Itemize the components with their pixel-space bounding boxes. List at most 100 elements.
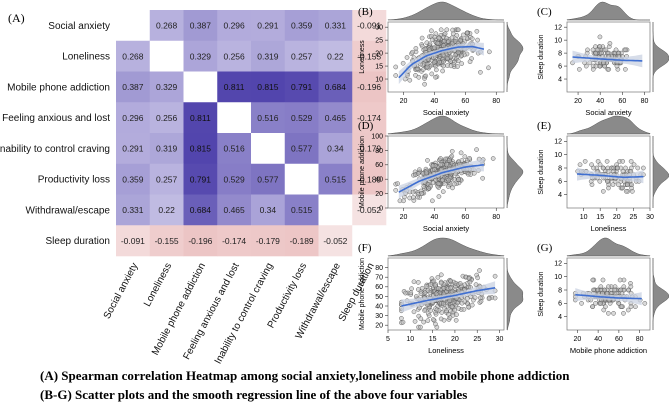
data-point bbox=[642, 301, 648, 306]
heatmap-value-label: 0.529 bbox=[291, 113, 313, 123]
data-point bbox=[629, 182, 634, 187]
heatmap-cell bbox=[149, 163, 184, 195]
x-tick-label: 20 bbox=[400, 98, 408, 105]
heatmap-value-label: 0.516 bbox=[257, 113, 279, 123]
heatmap-cell bbox=[352, 133, 387, 165]
data-point bbox=[433, 67, 439, 73]
heatmap-cell bbox=[183, 40, 218, 72]
data-point bbox=[628, 304, 634, 309]
x-tick-label: 40 bbox=[431, 214, 439, 221]
data-point bbox=[436, 194, 442, 199]
heatmap-cell bbox=[149, 133, 184, 165]
data-point bbox=[641, 165, 646, 171]
y-axis-label: Mobile phone addiction bbox=[359, 136, 366, 208]
heatmap-value-label: -0.189 bbox=[290, 236, 314, 246]
x-tick-label: 80 bbox=[641, 98, 649, 105]
heatmap-cell bbox=[183, 102, 218, 134]
panel-label-b: (B) bbox=[358, 6, 373, 18]
data-point bbox=[420, 67, 426, 72]
heatmap-row-label-productivity-loss: Productivity loss bbox=[38, 175, 110, 186]
y-tick-label: 4 bbox=[558, 76, 562, 83]
heatmap-row-label-social-anxiety: Social anxiety bbox=[48, 21, 110, 32]
heatmap-value-label: -0.179 bbox=[357, 144, 381, 154]
data-point bbox=[591, 165, 596, 171]
data-point bbox=[430, 317, 436, 322]
y-axis-label: Sleep duration bbox=[538, 149, 545, 194]
data-point bbox=[416, 287, 421, 292]
heatmap-value-label: -0.155 bbox=[357, 51, 381, 61]
heatmap-value-label: 0.34 bbox=[260, 205, 277, 215]
heatmap-cell bbox=[318, 10, 353, 42]
y-axis-label: Sleep duration bbox=[538, 34, 545, 79]
y-tick-label: 100 bbox=[371, 133, 383, 140]
heatmap-cell bbox=[183, 71, 218, 103]
data-point bbox=[397, 198, 403, 204]
data-point bbox=[455, 300, 460, 306]
heatmap-cell bbox=[352, 40, 387, 72]
heatmap-value-label: 0.684 bbox=[190, 205, 212, 215]
panel-label-g: (G) bbox=[537, 242, 553, 254]
data-point bbox=[419, 35, 425, 41]
data-point bbox=[446, 158, 452, 163]
data-point bbox=[492, 295, 498, 301]
data-point bbox=[458, 150, 464, 156]
heatmap-value-label: 0.22 bbox=[327, 51, 344, 61]
heatmap-cell bbox=[149, 102, 184, 134]
scatter-panel-e: (E) 10 15 20 25 30 4 6 8 10 12 Loneliness Sleep dura… bbox=[537, 115, 669, 233]
heatmap-cell bbox=[284, 71, 319, 103]
data-point bbox=[404, 55, 410, 60]
heatmap-cell bbox=[318, 102, 353, 134]
heatmap-value-label: 0.577 bbox=[291, 144, 313, 154]
heatmap-value-label: 0.256 bbox=[156, 113, 178, 123]
data-point bbox=[418, 324, 423, 330]
x-tick-label: 20 bbox=[451, 336, 459, 343]
regression-line bbox=[572, 56, 643, 62]
data-point bbox=[425, 318, 431, 323]
heatmap-cell bbox=[284, 40, 319, 72]
heatmap-value-label: -0.091 bbox=[121, 236, 145, 246]
y-tick-label: 0 bbox=[379, 205, 383, 212]
y-tick-label: 10 bbox=[554, 38, 562, 45]
plot-frame bbox=[566, 135, 651, 209]
data-point bbox=[431, 59, 437, 65]
y-axis-label: Loneliness bbox=[359, 40, 366, 74]
heatmap-value-label: 0.319 bbox=[257, 51, 279, 61]
data-point bbox=[427, 47, 432, 53]
data-point bbox=[633, 304, 638, 309]
data-point bbox=[600, 189, 606, 194]
data-point bbox=[393, 64, 399, 70]
data-point bbox=[486, 296, 492, 302]
x-tick-label: 20 bbox=[613, 214, 621, 221]
data-point bbox=[416, 74, 422, 80]
heatmap-value-label: 0.329 bbox=[156, 82, 178, 92]
data-point bbox=[579, 301, 584, 306]
data-point bbox=[432, 45, 437, 50]
data-point bbox=[438, 156, 443, 161]
x-tick-label: 60 bbox=[618, 98, 626, 105]
heatmap-row-label-loneliness: Loneliness bbox=[62, 52, 110, 63]
data-point bbox=[607, 41, 613, 46]
heatmap-cell bbox=[284, 194, 319, 226]
data-point bbox=[433, 311, 439, 317]
heatmap-row-label-feeling-anxious-and-lost: Feeling anxious and lost bbox=[2, 113, 110, 124]
heatmap-cell bbox=[251, 10, 286, 42]
data-point bbox=[407, 77, 413, 83]
data-point bbox=[619, 304, 624, 309]
x-tick-label: 20 bbox=[574, 98, 582, 105]
y-tick-label: 12 bbox=[554, 25, 562, 32]
data-point bbox=[600, 277, 606, 283]
data-point bbox=[434, 307, 440, 313]
heatmap-col-label-social-anxiety: Social anxiety bbox=[102, 261, 141, 321]
heatmap-cell bbox=[183, 225, 218, 257]
data-point bbox=[611, 311, 616, 316]
marginal-density-y bbox=[506, 21, 524, 92]
heatmap-cell bbox=[149, 194, 184, 226]
y-tick-label: 25 bbox=[375, 38, 383, 45]
heatmap-cell bbox=[217, 133, 252, 165]
heatmap-value-label: 0.387 bbox=[190, 21, 212, 31]
y-tick-label: 4 bbox=[558, 192, 562, 199]
data-point bbox=[395, 181, 400, 186]
data-point bbox=[438, 27, 444, 33]
scatter-panel-d: (D) 20 40 60 80 0 20 40 60 80 100 Social anxiety Mob… bbox=[358, 115, 524, 233]
data-point bbox=[426, 313, 432, 319]
